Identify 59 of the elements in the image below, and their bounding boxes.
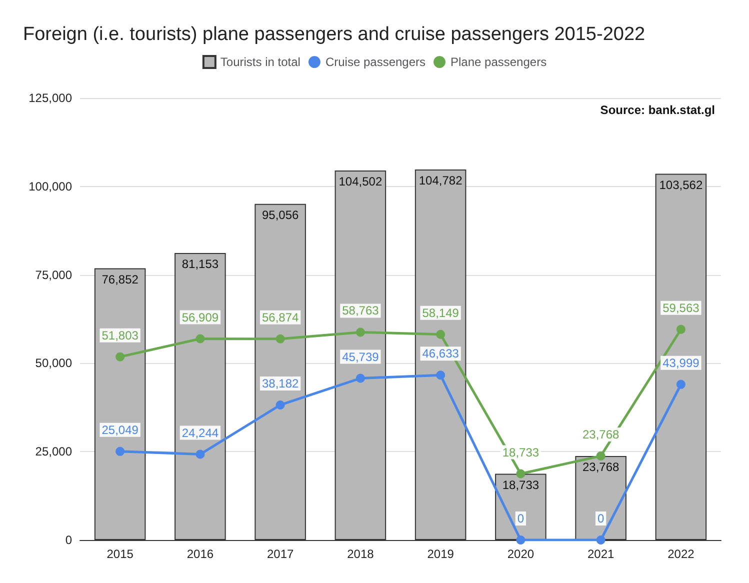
point [276,334,285,344]
x-tick-label: 2020 [507,547,534,561]
data-label: 18,733 [502,445,540,460]
point [676,324,686,334]
y-tick-label: 0 [65,533,72,547]
data-label: 0 [597,512,604,526]
x-tick-label: 2021 [587,547,614,561]
data-label: 25,049 [102,422,139,437]
point [516,536,526,544]
annotation: Source: bank.stat.gl [600,103,716,117]
y-tick-label: 50,000 [35,356,72,370]
data-label: 58,763 [342,304,380,318]
chart-title: Foreign (i.e. tourists) plane passengers and cruise passengers 2015-2022 [23,24,646,45]
data-label: 51,803 [102,328,139,342]
point [116,352,125,362]
data-label: 45,739 [342,350,380,364]
point [116,446,125,456]
x-tick-label: 2018 [347,547,374,561]
point [596,536,606,544]
data-label: 58,149 [422,306,460,320]
data-label: 18,733 [502,478,540,492]
y-tick-label: 75,000 [35,268,72,282]
data-label: 104,502 [338,174,382,188]
data-label: 81,153 [182,257,219,272]
data-label: 23,768 [582,427,620,442]
x-tick-label: 2022 [668,547,695,561]
y-tick-label: 100,000 [28,179,72,194]
data-label: 103,562 [659,178,703,192]
data-label: 95,056 [262,208,299,222]
x-tick-label: 2016 [186,547,214,561]
point [516,469,526,478]
x-tick-label: 2019 [427,547,454,561]
point [356,374,365,383]
data-label: 38,182 [262,376,299,390]
data-label: 56,874 [262,310,299,324]
point [436,370,446,380]
y-tick-label: 125,000 [28,91,72,105]
point [676,380,686,389]
legend-label: Cruise passengers [325,55,426,69]
data-label: 59,563 [662,300,700,315]
data-label: 46,633 [422,346,460,361]
data-label: 56,909 [182,310,219,324]
point [436,330,446,339]
data-label: 104,782 [418,173,463,188]
data-label: 23,768 [582,460,620,474]
data-label: 76,852 [102,272,139,286]
data-label: 0 [517,512,524,526]
y-tick-label: 25,000 [35,444,72,459]
x-tick-label: 2015 [106,547,134,561]
point [276,400,285,410]
legend-label: Plane passengers [450,55,547,69]
legend-label: Tourists in total [220,55,300,69]
point [596,451,606,460]
data-label: 43,999 [662,356,700,370]
point [356,328,365,337]
data-label: 24,244 [182,426,219,440]
point [196,334,205,344]
x-tick-label: 2017 [266,547,294,561]
point [196,450,205,459]
